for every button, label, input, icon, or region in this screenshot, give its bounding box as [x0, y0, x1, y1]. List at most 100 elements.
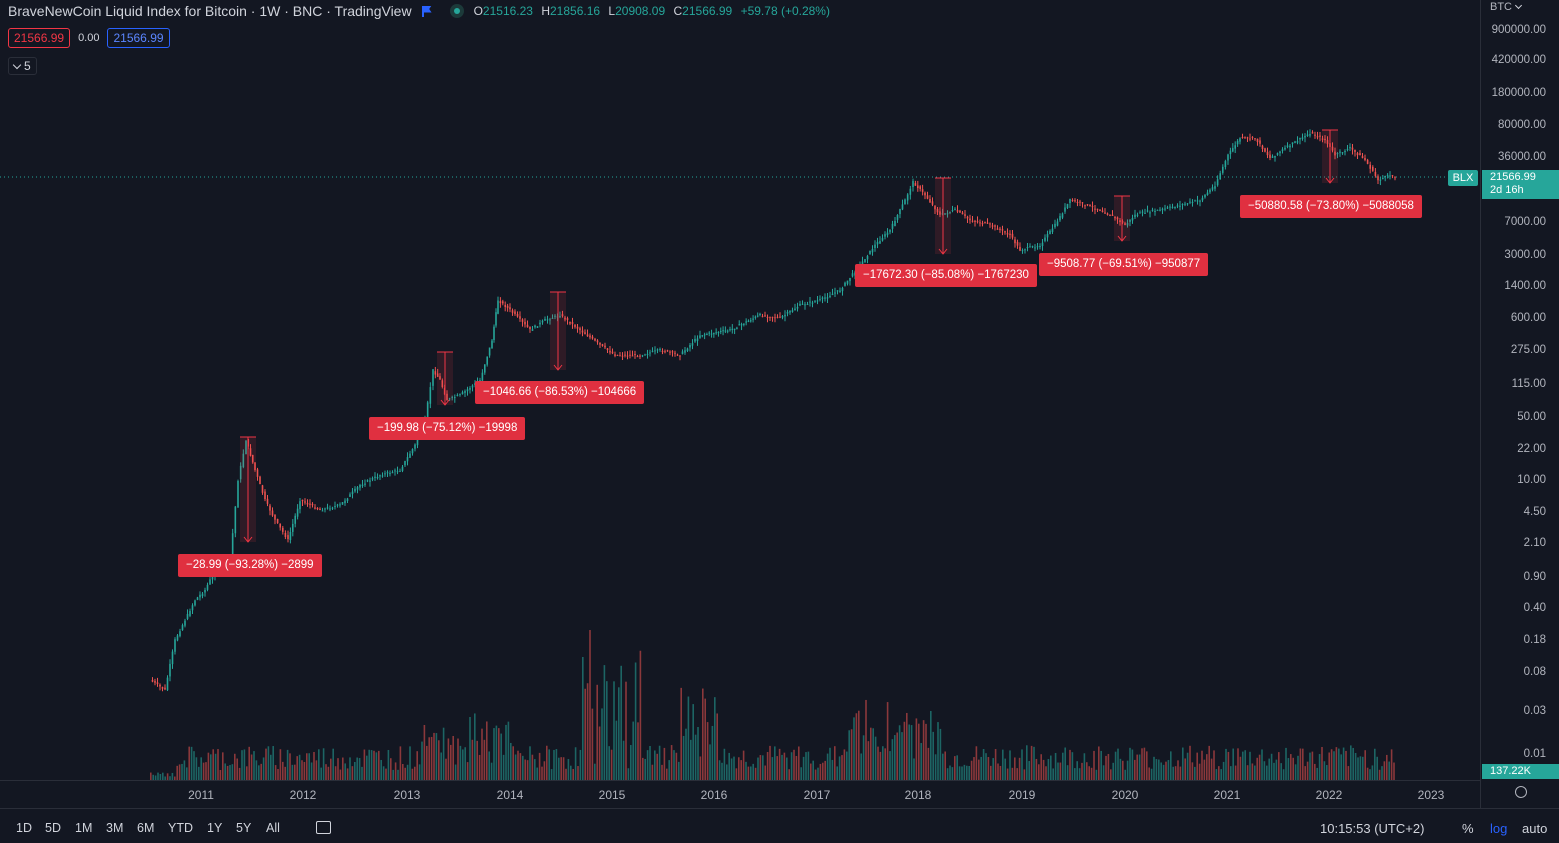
- candle: [974, 219, 976, 227]
- volume-bar: [1388, 761, 1390, 780]
- candle: [1151, 207, 1154, 212]
- candle: [1164, 204, 1166, 212]
- drawdown-marker[interactable]: [1322, 129, 1338, 184]
- range-button-1d[interactable]: 1D: [16, 821, 32, 835]
- candle: [771, 316, 774, 322]
- drawdown-marker[interactable]: [1114, 195, 1130, 242]
- candle: [1169, 204, 1171, 211]
- drawdown-marker[interactable]: [437, 351, 453, 406]
- flag-icon[interactable]: [421, 5, 432, 17]
- volume-bar: [1090, 767, 1093, 780]
- candle: [239, 462, 242, 483]
- candle: [589, 333, 591, 340]
- drawdown-marker[interactable]: [240, 436, 256, 543]
- volume-bar: [375, 752, 378, 780]
- candle: [531, 325, 534, 331]
- candle: [574, 323, 576, 329]
- candle: [381, 472, 384, 478]
- range-button-1m[interactable]: 1M: [75, 821, 93, 835]
- volume-bar: [1114, 751, 1117, 780]
- range-button-5d[interactable]: 5D: [45, 821, 61, 835]
- price-label: 36000.00: [1498, 151, 1546, 163]
- range-button-all[interactable]: All: [266, 821, 280, 835]
- candle: [976, 216, 979, 224]
- candle: [349, 492, 351, 497]
- candle: [849, 277, 851, 286]
- candle: [1036, 242, 1039, 250]
- candle: [1141, 209, 1144, 217]
- volume-bar: [1018, 757, 1021, 780]
- drawdown-marker[interactable]: [550, 291, 566, 371]
- candle: [534, 324, 536, 329]
- candle: [209, 575, 211, 586]
- volume-bar: [411, 768, 414, 780]
- year-label: 2020: [1111, 788, 1139, 802]
- volume-bar: [1323, 761, 1326, 780]
- indicators-toggle-button[interactable]: 5: [8, 57, 37, 75]
- candle: [1086, 203, 1089, 207]
- candle: [631, 350, 634, 357]
- drawdown-label[interactable]: −50880.58 (−73.80%) −5088058: [1240, 195, 1422, 218]
- volume-bar: [418, 764, 421, 780]
- drawdown-label[interactable]: −28.99 (−93.28%) −2899: [178, 554, 322, 577]
- candle: [1021, 248, 1024, 254]
- settings-icon[interactable]: [1515, 786, 1527, 798]
- volume-bar: [1218, 766, 1220, 780]
- drawdown-label[interactable]: −9508.77 (−69.51%) −950877: [1039, 253, 1209, 276]
- volume-bar: [723, 748, 726, 780]
- range-button-3m[interactable]: 3M: [106, 821, 124, 835]
- volume-bar: [745, 761, 747, 780]
- auto-scale-toggle[interactable]: auto: [1522, 821, 1548, 836]
- drawdown-label[interactable]: −199.98 (−75.12%) −19998: [369, 417, 526, 440]
- candle: [636, 354, 639, 358]
- candle: [846, 280, 849, 286]
- volume-bar: [966, 765, 968, 780]
- clock[interactable]: 10:15:53 (UTC+2): [1320, 821, 1425, 836]
- candle: [376, 473, 379, 480]
- volume-bar: [627, 768, 630, 780]
- volume-bar: [483, 739, 486, 780]
- drawdown-marker[interactable]: [935, 177, 951, 255]
- range-button-5y[interactable]: 5Y: [236, 821, 252, 835]
- chart-pane[interactable]: BraveNewCoin Liquid Index for Bitcoin · …: [0, 0, 1480, 780]
- market-status-icon[interactable]: [449, 4, 464, 18]
- time-axis[interactable]: 2011 2012 2013 2014 2015 2016 2017 2018 2019 2020…: [0, 780, 1480, 809]
- candle: [516, 311, 519, 318]
- symbol-title[interactable]: BraveNewCoin Liquid Index for Bitcoin · …: [8, 3, 412, 19]
- volume-bar: [1246, 765, 1249, 780]
- drawdown-label[interactable]: −1046.66 (−86.53%) −104666: [475, 381, 645, 404]
- candle: [671, 350, 674, 357]
- price-axis[interactable]: BTC 900000.00 420000.00 180000.00 80000.00 3…: [1480, 0, 1559, 808]
- range-button-1y[interactable]: 1Y: [207, 821, 223, 835]
- volume-bar: [1170, 751, 1172, 780]
- candle: [1224, 159, 1227, 170]
- volume-bar: [982, 749, 985, 780]
- date-range-icon[interactable]: [316, 821, 331, 834]
- drawdown-measures[interactable]: [240, 129, 1338, 543]
- candle: [371, 476, 374, 482]
- buy-price-button[interactable]: 21566.99: [107, 28, 170, 48]
- candle: [1191, 199, 1194, 207]
- range-button-6m[interactable]: 6M: [137, 821, 155, 835]
- volume-bar: [1054, 752, 1057, 780]
- volume-bar: [901, 732, 903, 780]
- candle: [999, 226, 1001, 233]
- volume-bar: [1014, 757, 1016, 780]
- range-button-ytd[interactable]: YTD: [168, 821, 193, 835]
- candle: [919, 185, 921, 192]
- log-scale-toggle[interactable]: log: [1490, 821, 1508, 836]
- price-label: 0.01: [1523, 748, 1546, 760]
- volume-bar: [543, 761, 546, 780]
- price-chart[interactable]: [0, 0, 1480, 780]
- sell-price-button[interactable]: 21566.99: [8, 28, 71, 48]
- volume-bar: [342, 757, 344, 780]
- volume-bar: [574, 747, 577, 780]
- candle: [491, 338, 493, 349]
- currency-selector[interactable]: BTC: [1490, 1, 1523, 13]
- volume-bar: [896, 732, 898, 780]
- percent-scale-toggle[interactable]: %: [1462, 821, 1474, 836]
- volume-bar: [1040, 754, 1042, 780]
- drawdown-label[interactable]: −17672.30 (−85.08%) −1767230: [855, 264, 1037, 287]
- volume-bar: [577, 766, 579, 780]
- volume-bar: [1155, 759, 1158, 780]
